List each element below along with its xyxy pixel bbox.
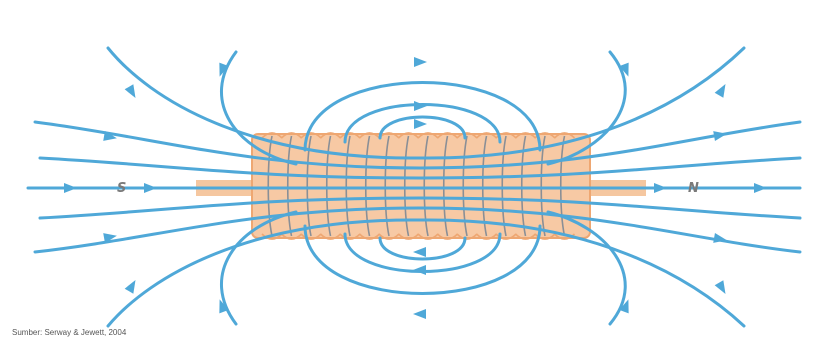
field-line (38, 156, 802, 180)
field-arrowhead (713, 233, 727, 243)
coil-turn-top (261, 132, 283, 139)
coil-turn (540, 135, 546, 237)
coil-turn (325, 135, 332, 237)
coil-turn-top (339, 132, 361, 139)
coil-turn-top (495, 132, 517, 139)
south-pole-label: S (117, 181, 126, 196)
coil-turn-top (417, 132, 439, 139)
field-arrowhead (714, 83, 726, 98)
coil-turn (364, 135, 371, 237)
coil-turn-bottom (436, 233, 459, 240)
coil-turn (267, 135, 273, 237)
coil-turn-top (358, 132, 381, 139)
field-arrowhead (413, 309, 426, 319)
field-arrowhead (714, 280, 726, 295)
field-direction-arrows (64, 57, 767, 319)
north-pole-label: N (688, 181, 699, 196)
coil-turn (403, 135, 410, 237)
magnetic-field-lines (26, 46, 802, 328)
coil-turn-bottom (456, 233, 478, 240)
field-arrowhead (654, 183, 667, 193)
field-arrowhead (124, 84, 136, 99)
coil-turn-top (436, 132, 459, 139)
field-line (33, 120, 802, 170)
field-line (38, 196, 802, 220)
coil-turn (501, 135, 507, 237)
coil-turn (384, 135, 390, 237)
coil-turn-top (300, 132, 322, 139)
field-arrowhead (124, 279, 136, 294)
field-arrowhead (713, 131, 727, 141)
coil-turn-top (397, 132, 420, 139)
coil-turn-bottom (339, 233, 361, 240)
field-arrowhead (103, 131, 117, 141)
field-arrowhead (64, 183, 77, 193)
field-arrowhead (619, 299, 629, 314)
coil-turn-bottom (358, 233, 381, 240)
solenoid-coil-turns (261, 132, 576, 240)
coil-turn-bottom (534, 233, 556, 240)
field-arrowhead (414, 57, 427, 67)
field-arrowhead (414, 119, 427, 129)
field-line (219, 210, 298, 326)
field-line (106, 46, 746, 160)
coil-turn-bottom (300, 233, 322, 240)
field-arrowhead (414, 101, 427, 111)
coil-turn-bottom (417, 233, 439, 240)
field-arrowhead (413, 247, 426, 257)
coil-turn-top (456, 132, 478, 139)
coil-turn-top (280, 132, 303, 139)
field-line (303, 224, 542, 295)
coil-turn-bottom (378, 233, 400, 240)
field-arrowhead (219, 62, 229, 77)
field-arrowhead (754, 183, 767, 193)
field-arrowhead (103, 233, 117, 243)
coil-turn (423, 135, 429, 237)
coil-turn (345, 135, 351, 237)
coil-turn (481, 135, 488, 237)
field-arrowhead (619, 62, 629, 77)
field-line (546, 50, 627, 166)
coil-turn-bottom (514, 233, 537, 240)
coil-turn-bottom (261, 233, 283, 240)
coil-turn-top (475, 132, 498, 139)
field-arrowhead (144, 183, 157, 193)
field-line (219, 50, 298, 166)
field-line (546, 210, 627, 326)
coil-turn-top (514, 132, 537, 139)
field-line (106, 218, 746, 328)
coil-turn (442, 135, 449, 237)
coil-turn-bottom (495, 233, 517, 240)
coil-turn-top (553, 132, 576, 139)
coil-turn-bottom (475, 233, 498, 240)
coil-turn (462, 135, 468, 237)
coil-turn-bottom (397, 233, 420, 240)
source-caption: Sumber: Serway & Jewett, 2004 (12, 328, 127, 337)
field-line (33, 206, 802, 254)
coil-turn-bottom (319, 233, 342, 240)
coil-turn-top (319, 132, 342, 139)
field-line (378, 115, 467, 140)
field-arrowhead (219, 299, 229, 314)
field-line (378, 236, 467, 261)
field-line (303, 81, 542, 152)
coil-turn-bottom (280, 233, 303, 240)
field-arrowhead (413, 265, 426, 275)
